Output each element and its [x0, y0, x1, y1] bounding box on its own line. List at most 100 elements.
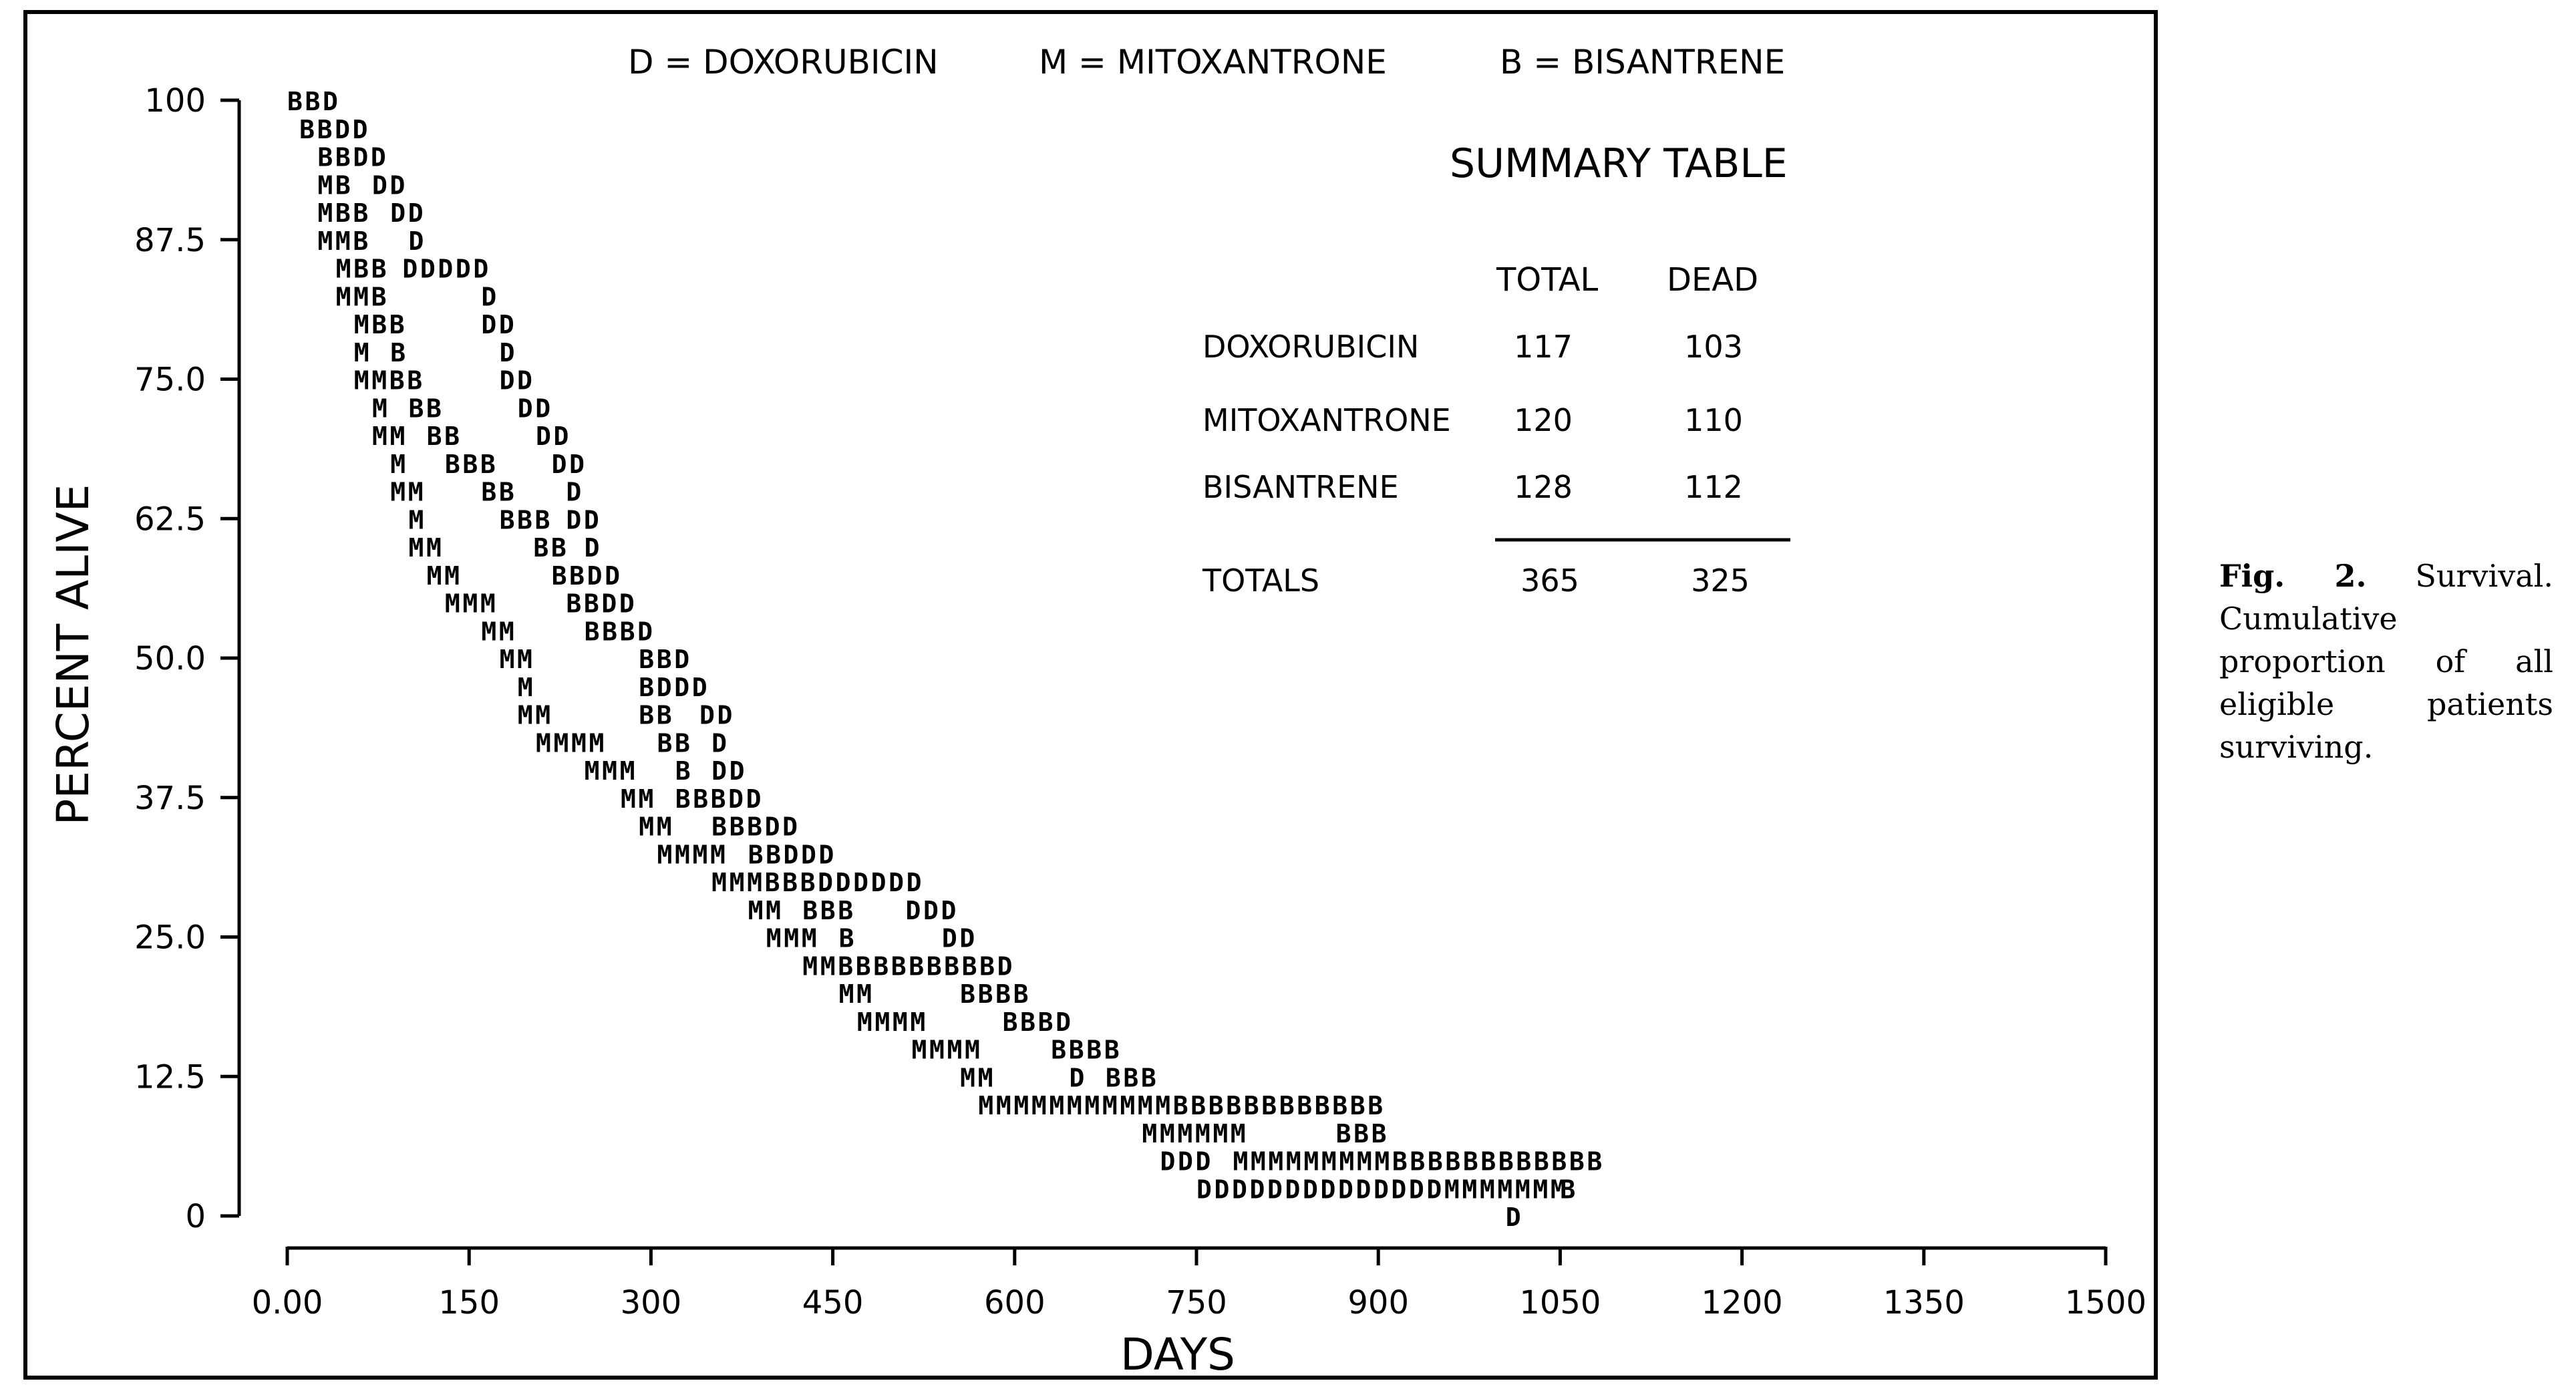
survival-mark-b: B	[1297, 1091, 1312, 1120]
survival-mark-b: B	[873, 951, 889, 981]
survival-mark-d: D	[1249, 1175, 1265, 1204]
survival-mark-m: M	[839, 979, 854, 1009]
survival-mark-d: D	[818, 868, 833, 897]
survival-mark-b: B	[317, 115, 333, 144]
survival-mark-b: B	[462, 450, 478, 479]
survival-mark-m: M	[857, 1007, 872, 1037]
y-tick-label: 37.5	[134, 780, 206, 817]
survival-mark-m: M	[1177, 1119, 1192, 1148]
survival-mark-d: D	[637, 617, 653, 646]
survival-mark-m: M	[1444, 1175, 1460, 1204]
survival-mark-m: M	[481, 617, 496, 646]
survival-mark-b: B	[1244, 1091, 1259, 1120]
survival-mark-m: M	[965, 1036, 980, 1065]
survival-mark-d: D	[674, 645, 689, 674]
survival-mark-b: B	[353, 255, 369, 284]
survival-mark-b: B	[533, 533, 548, 563]
survival-mark-d: D	[1320, 1175, 1335, 1204]
y-tick-label: 0	[185, 1198, 206, 1235]
survival-mark-b: B	[1392, 1147, 1408, 1177]
survival-mark-b: B	[675, 784, 691, 814]
survival-mark-d: D	[1506, 1203, 1521, 1232]
survival-mark-b: B	[1551, 1147, 1567, 1177]
survival-mark-b: B	[1173, 1091, 1188, 1120]
survival-mark-m: M	[480, 589, 496, 619]
survival-mark-b: B	[1428, 1147, 1443, 1177]
survival-mark-d: D	[371, 143, 386, 172]
survival-mark-d: D	[353, 115, 368, 144]
y-tick-label: 87.5	[134, 222, 206, 259]
legend-entry: M = MITOXANTRONE	[1039, 43, 1387, 82]
survival-mark-m: M	[1374, 1147, 1390, 1177]
survival-mark-b: B	[602, 617, 617, 646]
survival-mark-b: B	[371, 310, 387, 339]
survival-mark-d: D	[1409, 1175, 1424, 1204]
survival-mark-m: M	[602, 756, 617, 786]
survival-mark-d: D	[335, 115, 350, 144]
survival-mark-d: D	[536, 422, 551, 451]
survival-mark-m: M	[1195, 1119, 1211, 1148]
survival-mark-b: B	[1480, 1147, 1496, 1177]
summary-row-dead: 112	[1684, 469, 1743, 505]
survival-mark-b: B	[675, 756, 691, 786]
survival-mark-m: M	[354, 366, 369, 396]
survival-mark-m: M	[499, 617, 514, 646]
survival-mark-b: B	[426, 394, 442, 423]
survival-mark-d: D	[408, 226, 424, 256]
survival-mark-m: M	[1286, 1147, 1301, 1177]
survival-mark-m: M	[353, 282, 369, 311]
survival-mark-m: M	[317, 170, 333, 200]
survival-chart: 100 87.5 75.0 62.5 50.0 37.5 25.0 12.5 0 0.00 150…	[47, 43, 2146, 1380]
survival-mark-b: B	[978, 979, 993, 1009]
survival-mark-b: B	[481, 478, 496, 507]
survival-mark-d: D	[1303, 1175, 1318, 1204]
survival-mark-m: M	[710, 840, 726, 869]
survival-mark-b: B	[445, 450, 460, 479]
x-axis-ticks: 0.00 150 300 450 600 750 900 1050 1200 1350 1500	[252, 1247, 2146, 1322]
survival-mark-m: M	[372, 422, 387, 451]
survival-mark-b: B	[693, 784, 708, 814]
survival-mark-b: B	[408, 394, 424, 423]
survival-mark-b: B	[1104, 1036, 1120, 1065]
survival-mark-b: B	[747, 812, 762, 842]
survival-mark-b: B	[1051, 1036, 1066, 1065]
survival-mark-d: D	[1214, 1175, 1229, 1204]
survival-mark-d: D	[728, 784, 744, 814]
survival-mark-m: M	[893, 1007, 908, 1037]
survival-mark-d: D	[1338, 1175, 1353, 1204]
survival-mark-m: M	[910, 1007, 925, 1037]
survival-mark-m: M	[747, 868, 762, 897]
survival-mark-b: B	[1372, 1119, 1387, 1148]
survival-mark-m: M	[748, 896, 764, 925]
survival-mark-m: M	[518, 701, 533, 730]
survival-mark-b: B	[1123, 1063, 1138, 1092]
survival-mark-d: D	[605, 561, 620, 591]
survival-mark-m: M	[371, 366, 387, 396]
survival-mark-b: B	[480, 450, 496, 479]
survival-mark-m: M	[856, 979, 872, 1009]
survival-mark-b: B	[711, 784, 726, 814]
survival-mark-m: M	[535, 701, 550, 730]
x-tick-label: 300	[621, 1284, 682, 1322]
survival-mark-m: M	[1497, 1175, 1512, 1204]
survival-mark-d: D	[871, 868, 887, 897]
survival-mark-b: B	[730, 812, 745, 842]
y-axis-label: PERCENT ALIVE	[47, 484, 99, 826]
y-tick-label: 62.5	[134, 500, 206, 538]
survival-mark-m: M	[947, 1036, 963, 1065]
survival-mark-b: B	[995, 979, 1011, 1009]
survival-mark-m: M	[445, 589, 460, 619]
survival-mark-d: D	[853, 868, 868, 897]
survival-mark-b: B	[838, 896, 853, 925]
survival-mark-b: B	[944, 951, 959, 981]
summary-row-total: 128	[1514, 469, 1573, 505]
survival-mark-d: D	[905, 896, 921, 925]
survival-mark-b: B	[1141, 1063, 1156, 1092]
survival-mark-d: D	[717, 701, 732, 730]
survival-mark-b: B	[1353, 1119, 1369, 1148]
survival-mark-b: B	[639, 701, 654, 730]
survival-mark-b: B	[960, 979, 975, 1009]
survival-mark-d: D	[517, 366, 532, 396]
survival-mark-b: B	[1587, 1147, 1602, 1177]
survival-mark-m: M	[621, 784, 636, 814]
